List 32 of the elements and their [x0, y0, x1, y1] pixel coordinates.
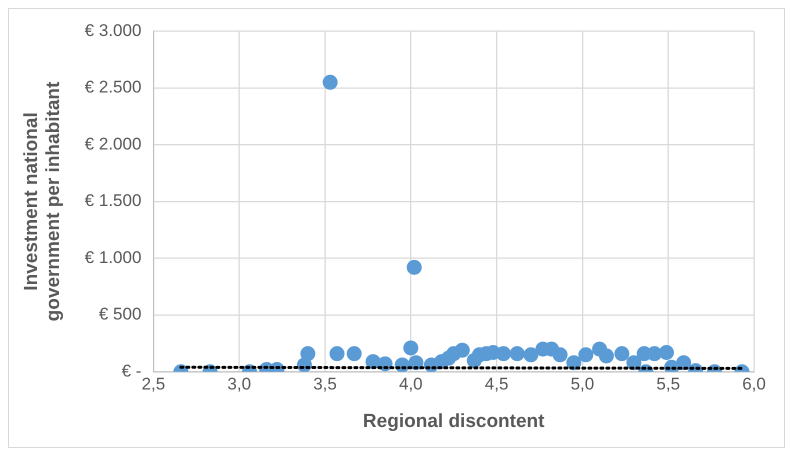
point [523, 347, 538, 362]
point [403, 340, 418, 356]
point [496, 346, 511, 362]
x-tick-label: 2,5 [142, 374, 166, 394]
x-axis-title: Regional discontent [362, 410, 546, 432]
y-tick-label: € 2.000 [84, 134, 142, 154]
point [658, 345, 674, 360]
point [578, 347, 594, 362]
point [330, 346, 345, 362]
point [614, 346, 630, 362]
y-axis-title: Investment national government per inhabitant [21, 81, 64, 322]
y-tick-label: € 1.500 [84, 191, 142, 210]
point [454, 342, 470, 358]
x-tick-label: 5,0 [570, 374, 594, 394]
point [346, 346, 362, 362]
y-tick-label: € 3.000 [84, 20, 142, 40]
point [552, 347, 568, 362]
x-tick-label: 4,0 [398, 374, 423, 394]
point [406, 260, 422, 275]
point [322, 74, 338, 90]
x-tick-label: 5,5 [656, 374, 680, 394]
point [300, 346, 316, 362]
x-tick-label: 6,0 [742, 374, 766, 394]
y-tick-label: € 2.500 [84, 78, 142, 97]
x-tick-label: 3,0 [227, 374, 252, 394]
y-tick-label: € 500 [98, 304, 142, 324]
y-tick-label: € - [122, 361, 142, 380]
point [510, 346, 525, 362]
x-tick-label: 4,5 [484, 374, 508, 394]
point [598, 348, 614, 364]
x-tick-label: 3,5 [313, 374, 337, 394]
y-tick-label: € 1.000 [84, 248, 142, 267]
